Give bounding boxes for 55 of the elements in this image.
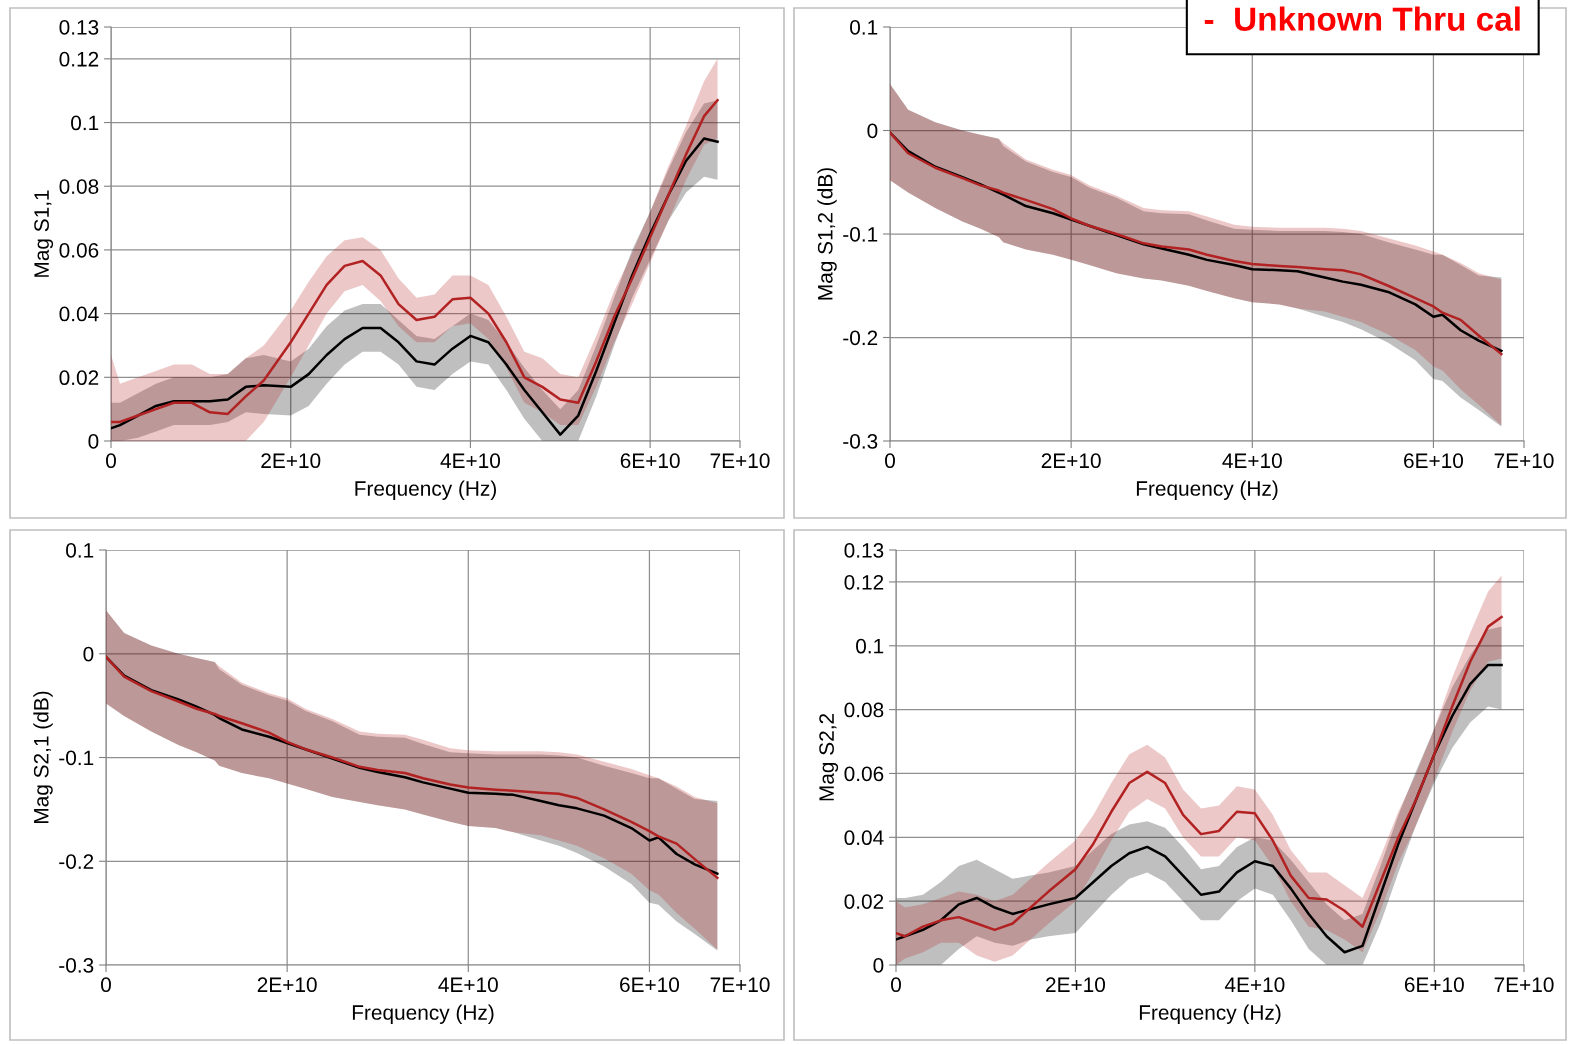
y-tick-label: 0.1 [856,638,884,654]
y-tick-label: 0.04 [59,306,99,322]
y-tick-label: 0.13 [59,20,99,35]
y-tick-label: 0 [88,434,99,449]
y-axis-title: Mag S1,2 (dB) [817,168,837,300]
x-tick-label: 7E+10 [1494,453,1554,469]
y-tick-label: 0.02 [59,370,99,386]
x-axis-title: Frequency (Hz) [1136,480,1278,500]
y-tick-label: -0.2 [843,330,878,346]
y-tick-label: 0 [867,123,878,139]
y-tick-label: 0.12 [844,574,884,590]
x-tick-label: 2E+10 [1046,977,1106,993]
x-tick-label: 0 [891,977,901,993]
y-tick-label: 0.1 [66,543,94,558]
y-tick-label: 0.02 [844,894,884,909]
y-tick-label: -0.1 [843,227,878,242]
x-tick-label: 2E+10 [1041,453,1101,469]
y-tick-label: -0.3 [843,434,878,449]
x-tick-label: 4E+10 [438,977,498,993]
x-tick-label: 4E+10 [440,453,501,469]
y-tick-label: -0.1 [59,750,94,766]
y-tick-label: -0.3 [59,958,94,973]
x-tick-label: 6E+10 [1404,977,1464,993]
y-tick-label: 0.04 [844,830,884,846]
y-tick-label: 0.1 [850,20,878,35]
y-tick-label: 0.08 [844,702,884,718]
x-tick-label: 2E+10 [257,977,317,993]
x-axis-title: Frequency (Hz) [352,1004,494,1024]
annotation: - Unknown Thru cal [1204,6,1520,31]
y-axis-title: Mag S2,2 [819,713,839,801]
x-tick-label: 6E+10 [1404,453,1464,469]
y-tick-label: 0.06 [844,766,884,782]
y-tick-label: 0.12 [59,51,99,67]
x-tick-label: 6E+10 [620,453,680,469]
y-tick-label: 0.13 [844,543,884,558]
x-tick-label: 0 [106,453,116,469]
x-axis-title: Frequency (Hz) [355,480,496,500]
y-tick-label: -0.2 [59,854,94,869]
x-tick-label: 7E+10 [1494,977,1554,993]
x-tick-label: 0 [885,453,895,469]
y-tick-label: 0 [83,646,94,662]
x-tick-label: 4E+10 [1224,977,1285,993]
y-tick-label: 0.1 [71,115,99,131]
y-axis-title: Mag S1,1 [34,190,54,277]
y-tick-label: 0.06 [59,242,99,258]
x-tick-label: 7E+10 [710,453,770,469]
x-tick-label: 7E+10 [710,977,770,993]
x-tick-label: 4E+10 [1222,453,1282,469]
y-tick-label: 0 [873,958,884,973]
y-tick-label: 0.08 [59,179,99,194]
y-axis-title: Mag S2,1 (dB) [33,691,53,823]
x-tick-label: 0 [101,977,111,993]
x-tick-label: 6E+10 [620,977,680,993]
x-axis-title: Frequency (Hz) [1139,1004,1281,1024]
x-tick-label: 2E+10 [261,453,321,469]
